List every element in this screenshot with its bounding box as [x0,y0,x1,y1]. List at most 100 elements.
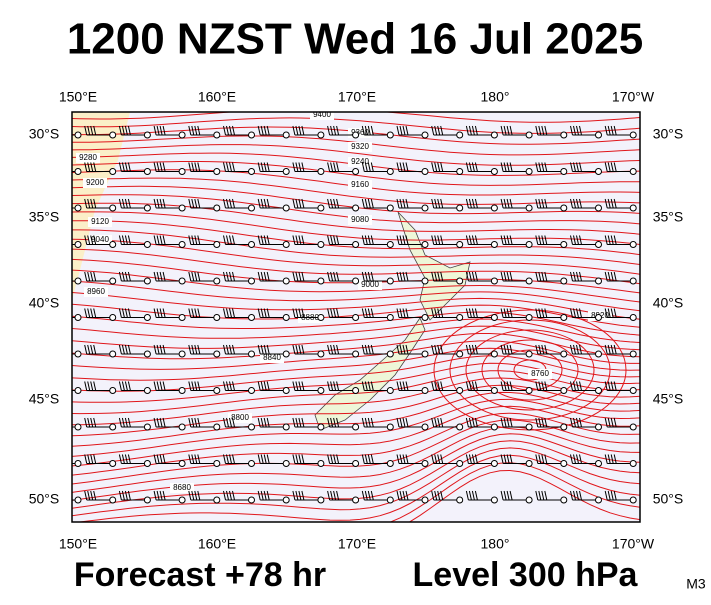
barb-tick [570,490,573,501]
barb-tick [226,490,229,501]
barb-tick [50,163,52,172]
barb-tick [367,125,371,136]
barb-tick [396,162,400,172]
barb-tick [257,308,261,318]
contour-label: 9280 [79,153,97,162]
barb-tick [402,162,406,172]
barb-tick [541,198,545,209]
barb-station [490,277,498,285]
barb-tick [56,236,58,245]
barb-tick [500,454,504,464]
barb-station [248,131,255,139]
barb-tick [121,235,125,245]
barb-tick [124,125,128,136]
barb-tick [56,382,58,391]
lat-label: 40°S [653,295,684,311]
barb-tick [153,454,157,464]
barb-station [456,314,464,321]
barb-station [248,241,255,248]
contour-label-box [84,287,108,297]
barb-tick [223,417,226,428]
barb-tick [396,344,400,355]
lat-label: 45°S [653,391,684,407]
barb-tick [396,235,400,245]
barb-tick [226,125,229,136]
barb-tick [437,381,441,391]
barb-tick [292,490,296,501]
barb-tick [361,198,365,209]
barb-tick [465,271,469,282]
barb-tick [503,235,507,245]
barb-tick [93,162,97,172]
barb-tick [607,198,611,209]
barb-station [317,350,325,358]
barb-station [386,204,394,212]
contour [72,269,640,303]
barb-tick [538,162,542,172]
barb-station [109,314,117,321]
barb-tick [333,381,337,391]
barb-tick [188,125,192,136]
barb-tick [538,344,542,355]
barb-tick [156,125,160,136]
barb-station [386,277,394,285]
barb-tick [570,125,573,136]
barb-tick [471,454,475,464]
barb-tick [194,308,198,318]
barb-tick [402,381,406,391]
barb-tick [295,490,299,501]
barb-station [525,496,533,504]
barb-tick [396,490,400,501]
barb-tick [298,417,302,428]
barb-tick [607,344,611,355]
code: M3 [686,576,706,592]
barb-tick [607,271,611,282]
barb-tick [257,125,261,136]
barb-tick [336,344,340,355]
barb-station [456,350,464,358]
barb-tick [396,308,400,318]
barb-tick [468,125,472,136]
barb-tick [471,271,475,282]
barb-tick [431,344,435,355]
barb-tick [266,235,270,245]
barb-tick [607,381,611,391]
barb-tick [59,163,61,172]
barb-station [213,423,221,431]
contour [72,185,640,215]
barb-tick [434,162,438,172]
barb-tick [610,454,614,464]
barb-tick [90,344,94,355]
barb-tick [500,490,504,501]
barb-station [421,350,429,358]
barb-tick [465,344,469,355]
barb-tick [370,344,374,355]
barb-tick [159,417,163,428]
contour [481,339,579,401]
barb-tick [257,235,261,245]
contour [72,211,640,246]
barb-station [560,131,568,139]
barb-tick [367,235,371,245]
barb-tick [399,271,403,282]
contour [465,329,595,411]
barb-tick [59,236,61,245]
barb-tick [604,344,608,355]
contour-label-box [88,235,112,245]
barb-tick [402,308,406,318]
barb-station [386,350,394,358]
barb-station [213,350,221,358]
barb-tick [474,235,478,245]
barb-station [74,314,82,321]
barb-tick [370,162,374,172]
barb-tick [604,490,608,501]
barb-station [629,168,637,175]
barb-tick [503,125,507,136]
barb-station [74,277,82,285]
barb-tick [90,381,94,391]
barb-station [456,204,464,212]
barb-tick [226,162,229,172]
barb-tick [468,381,472,391]
barb-tick [573,417,576,428]
barb-tick [197,198,201,209]
